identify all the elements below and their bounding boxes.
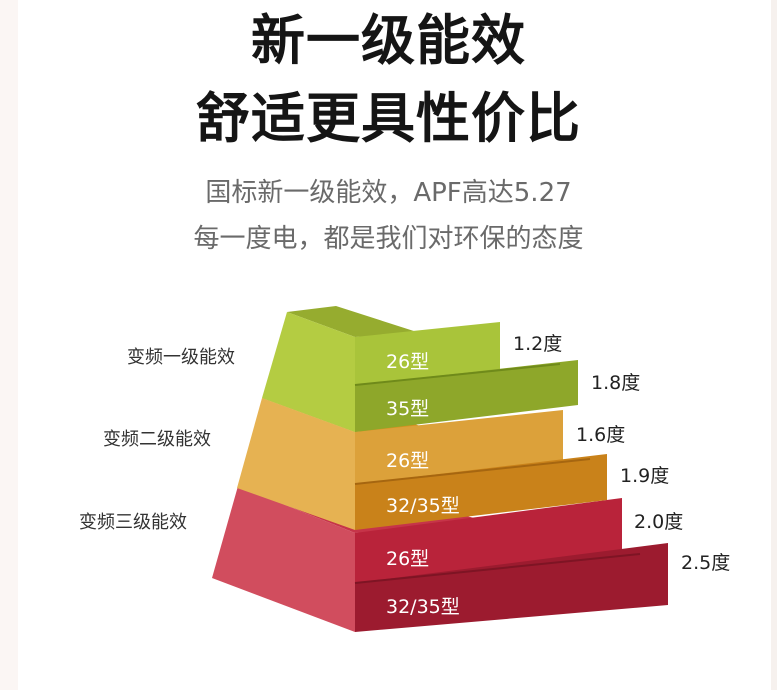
subtitle-line-1: 国标新一级能效，APF高达5.27 [205, 178, 572, 208]
level-label-2: 变频二级能效 [103, 429, 211, 450]
tier-1-model-35: 35型 [386, 398, 430, 420]
tier-1-model-26: 26型 [386, 351, 430, 373]
left-edge-strip [0, 0, 18, 690]
tier-1-bar-divider [354, 363, 561, 386]
tier-3-front-face [212, 486, 355, 632]
tier-3-model-26: 26型 [386, 548, 430, 570]
tier-1-bar-35 [355, 360, 578, 432]
tier-2-value-26: 1.6度 [576, 424, 626, 446]
subtitle-line-2: 每一度电，都是我们对环保的态度 [193, 224, 584, 254]
tier-3-bar-32-35 [355, 543, 668, 632]
tier-2-bar-divider [354, 458, 591, 485]
tier-1-value-35: 1.8度 [591, 372, 641, 394]
title-line-1: 新一级能效 [251, 9, 526, 72]
tier-1-top-face [287, 306, 420, 337]
title-line-2: 舒适更具性价比 [196, 87, 581, 150]
tier-2-bar-32-35 [355, 454, 607, 530]
right-edge-strip [771, 0, 777, 690]
tier-3-value-26: 2.0度 [634, 511, 684, 533]
tier-1-bar-26 [355, 322, 500, 385]
tier-3-value-32-35: 2.5度 [681, 552, 731, 574]
level-label-3: 变频三级能效 [79, 512, 187, 533]
tier-3-bar-divider [354, 553, 641, 584]
tier-2-value-32-35: 1.9度 [620, 465, 670, 487]
tier-3-model-32-35: 32/35型 [386, 596, 460, 618]
tier-1-front-face [262, 312, 355, 432]
tier-2-front-face [237, 398, 355, 530]
level-label-1: 变频一级能效 [127, 347, 235, 368]
tier-2-model-26: 26型 [386, 450, 430, 472]
tier-1-value-26: 1.2度 [513, 333, 563, 355]
tier-2-model-32-35: 32/35型 [386, 495, 460, 517]
